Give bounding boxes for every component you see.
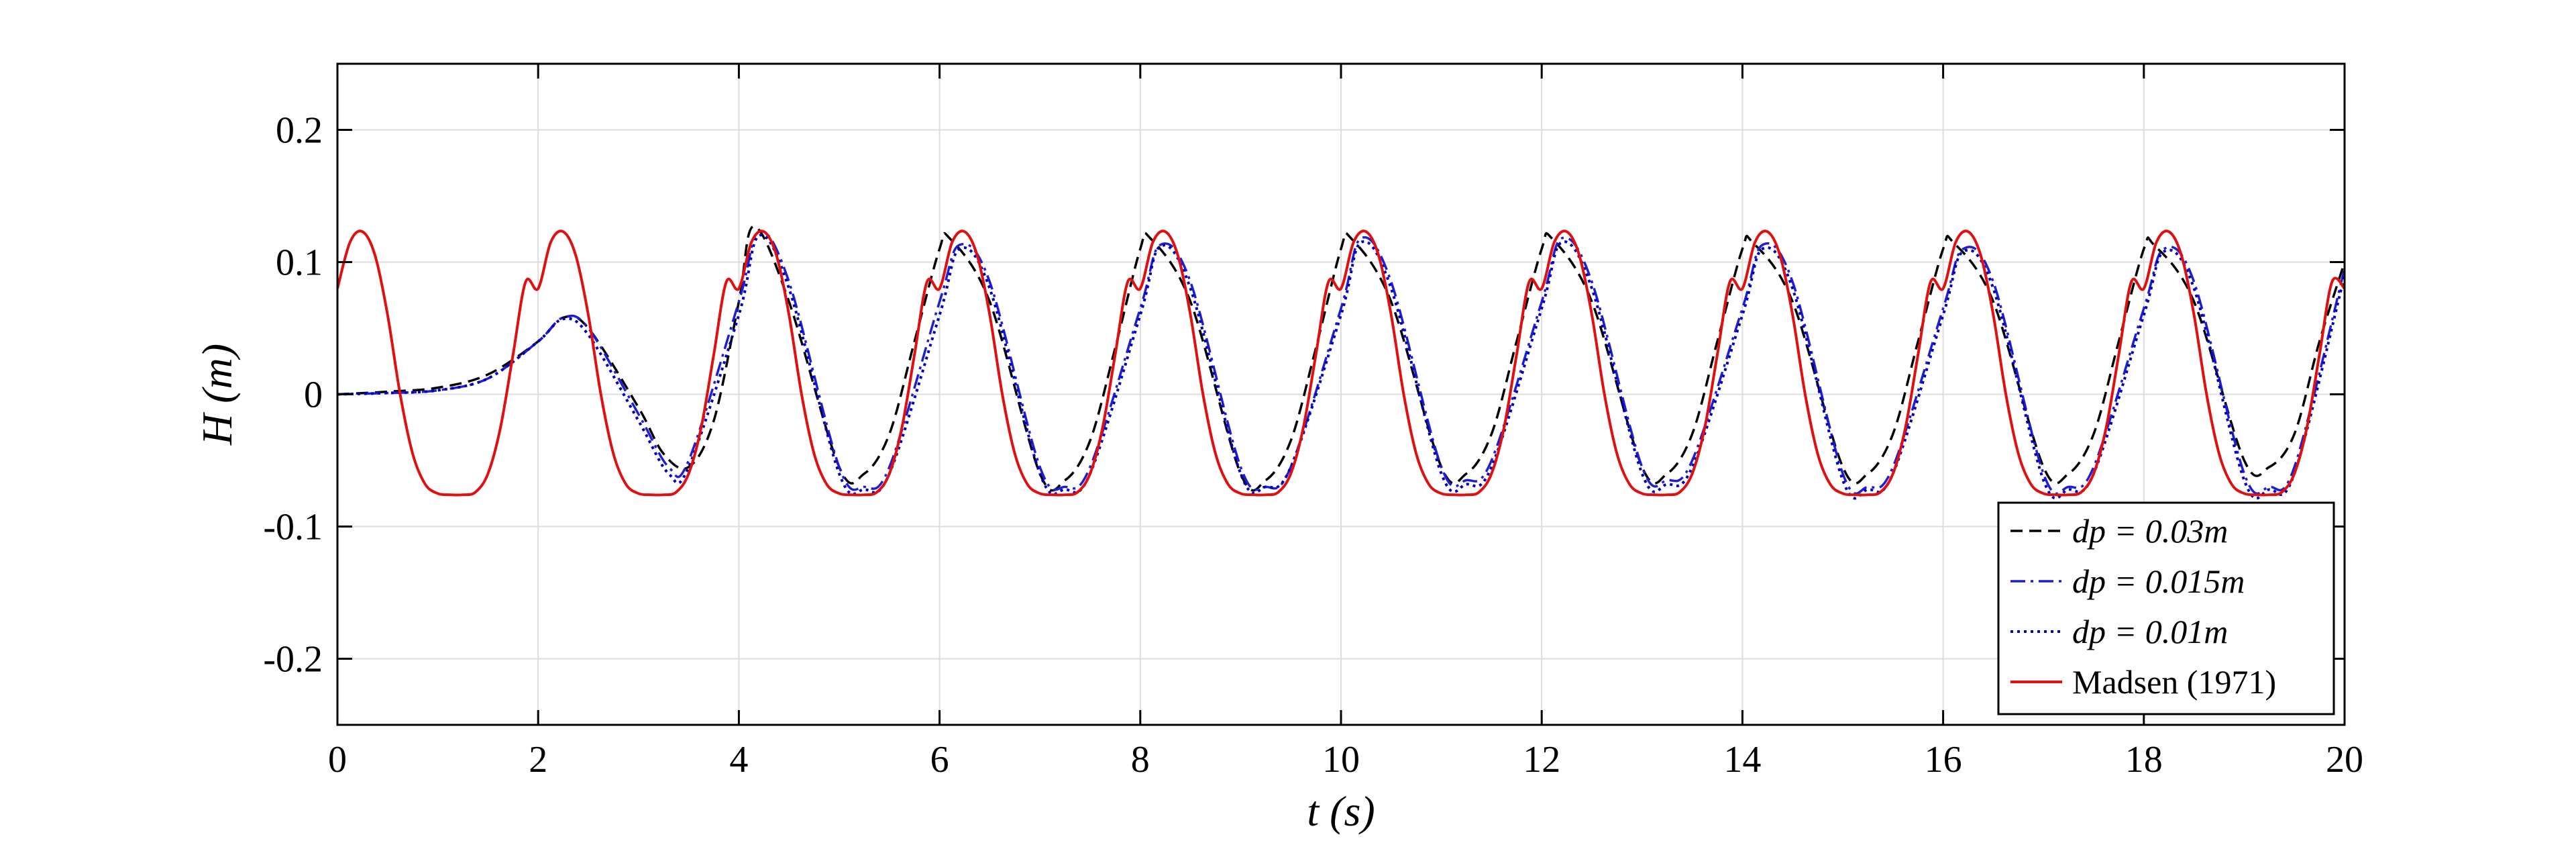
legend-label-2: dp = 0.015m xyxy=(2072,562,2245,600)
legend: dp = 0.03m dp = 0.015m dp = 0.01m Madsen (1… xyxy=(1997,501,2335,715)
legend-box xyxy=(1997,501,2335,715)
legend-label-3: dp = 0.01m xyxy=(2072,613,2228,650)
legend-label-1: dp = 0.03m xyxy=(2072,512,2228,550)
ticks: 0 2 4 6 8 10 12 14 16 18 20 -0.2 -0.1 0 0.1 0.2 xyxy=(263,64,2363,781)
series-layer xyxy=(337,225,2345,500)
series-line-3 xyxy=(337,234,2345,500)
y-tick-label: -0.2 xyxy=(263,639,323,681)
x-tick-label: 14 xyxy=(1723,739,1761,781)
legend-label-4: Madsen (1971) xyxy=(2072,663,2276,701)
y-tick-label: 0 xyxy=(304,375,323,416)
x-tick-label: 10 xyxy=(1322,739,1360,781)
x-tick-label: 4 xyxy=(729,739,748,781)
x-tick-label: 12 xyxy=(1523,739,1560,781)
x-tick-label: 0 xyxy=(328,739,347,781)
axis-titles: t (s) H (m) xyxy=(193,344,1375,835)
y-tick-label: 0.1 xyxy=(276,242,323,284)
y-tick-label: 0.2 xyxy=(276,110,323,152)
x-tick-label: 6 xyxy=(930,739,949,781)
x-tick-label: 18 xyxy=(2125,739,2163,781)
y-axis-title: H (m) xyxy=(193,344,241,446)
y-tick-label: -0.1 xyxy=(263,507,323,548)
x-axis-title: t (s) xyxy=(1307,787,1375,835)
x-tick-label: 20 xyxy=(2326,739,2363,781)
series-line-4 xyxy=(337,230,2345,497)
x-tick-label: 16 xyxy=(1925,739,1962,781)
x-tick-label: 2 xyxy=(529,739,547,781)
x-tick-label: 8 xyxy=(1131,739,1150,781)
